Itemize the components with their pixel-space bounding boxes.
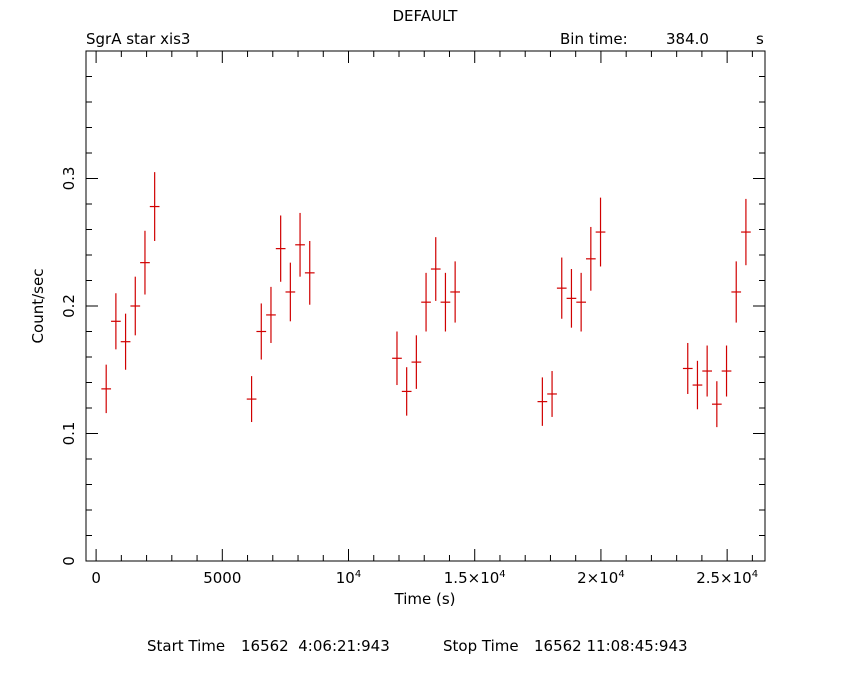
data-point [692,360,703,410]
x-tick-label: 2.5×104 [696,569,758,587]
data-point [430,237,441,301]
data-point [304,240,315,305]
data-point [401,367,412,416]
data-point [421,272,431,332]
x-tick-label: 2×104 [577,569,625,587]
data-point [275,215,286,282]
y-axis: 0 0.1 0.2 0.3 [60,50,765,566]
data-point [440,272,451,332]
data-point [101,364,112,414]
bin-time-label: Bin time: [560,30,628,48]
x-axis-label: Time (s) [394,590,456,608]
data-point [411,335,422,389]
x-tick-label: 1.5×104 [444,569,506,587]
source-label: SgrA star xis3 [86,30,190,48]
data-point [246,376,257,423]
data-point [702,345,712,397]
data-series [101,172,751,428]
y-tick-label: 0.1 [60,422,78,446]
data-point [585,226,596,291]
data-point [285,262,296,322]
data-point [547,371,557,417]
chart-title: DEFAULT [393,7,459,25]
data-point [576,272,586,332]
data-point [566,269,577,328]
stop-time-value: 16562 11:08:45:943 [534,637,688,655]
start-time-label: Start Time [147,637,225,655]
data-point [741,198,751,266]
data-point [295,212,305,277]
y-axis-label: Count/sec [29,269,47,344]
data-point [537,377,548,426]
data-point [721,345,732,397]
data-point [711,381,722,428]
bin-time-value: 384.0 [666,30,709,48]
stop-time-label: Stop Time [443,637,519,655]
start-time-value: 16562 4:06:21:943 [241,637,390,655]
data-point [111,293,121,350]
data-point [266,286,276,343]
data-point [256,303,267,360]
bin-time-unit: s [756,30,764,48]
data-point [140,230,150,295]
x-tick-label: 5000 [203,569,241,587]
data-point [450,261,460,323]
data-point [682,342,693,394]
x-axis: 0 5000 104 1.5×104 2×104 2.5×104 [91,51,758,587]
y-tick-label: 0 [60,556,78,566]
data-point [731,261,742,323]
data-point [392,331,402,386]
data-point [120,313,131,370]
y-tick-label: 0.3 [60,167,78,191]
x-tick-label: 104 [336,569,361,587]
y-tick-label: 0.2 [60,294,78,318]
x-tick-label: 0 [91,569,101,587]
data-point [130,276,141,336]
data-point [556,257,567,319]
data-point [595,197,606,267]
data-point [149,172,160,241]
